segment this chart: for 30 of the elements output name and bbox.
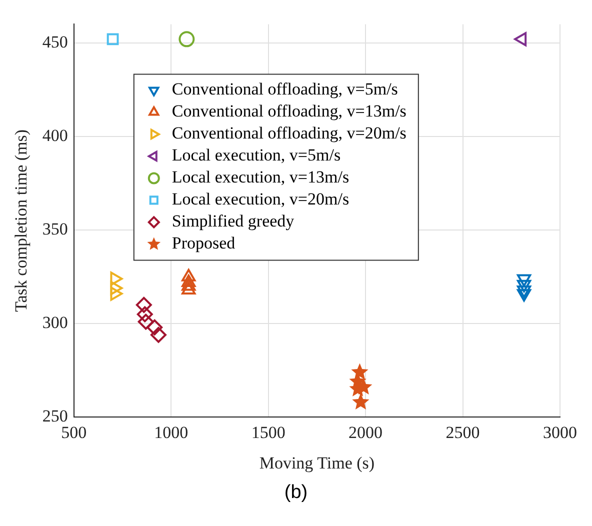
x-tick-label: 2000	[348, 422, 383, 442]
x-tick-label: 1500	[251, 422, 286, 442]
point	[146, 319, 163, 336]
point	[514, 32, 527, 46]
legend-label: Local execution, v=5m/s	[172, 146, 341, 165]
x-axis-title: Moving Time (s)	[259, 453, 375, 472]
legend-label: Simplified greedy	[172, 212, 295, 231]
point	[182, 278, 196, 291]
legend-label: Conventional offloading, v=20m/s	[172, 124, 406, 143]
x-tick-label: 2500	[446, 422, 480, 442]
y-axis-title: Task completion time (ms)	[12, 129, 31, 312]
y-tick-label: 350	[42, 220, 68, 239]
y-tick-label: 400	[42, 126, 68, 145]
point	[138, 314, 154, 330]
point	[150, 326, 166, 343]
point	[106, 33, 119, 46]
legend-label: Local execution, v=13m/s	[172, 168, 350, 187]
legend-label: Local execution, v=20m/s	[172, 190, 350, 209]
point	[136, 296, 152, 313]
x-tick-label: 1000	[154, 422, 188, 442]
x-tick-label: 3000	[543, 422, 577, 442]
point	[136, 306, 153, 322]
text: (b)	[283, 482, 309, 504]
legend-label: Conventional offloading, v=5m/s	[172, 80, 398, 99]
point	[352, 393, 370, 410]
legend-label: Conventional offloading, v=13m/s	[172, 102, 406, 121]
legend-label: Proposed	[172, 234, 236, 253]
point	[178, 31, 195, 48]
y-tick-label: 300	[42, 313, 68, 332]
y-tick-label: 450	[42, 32, 68, 52]
